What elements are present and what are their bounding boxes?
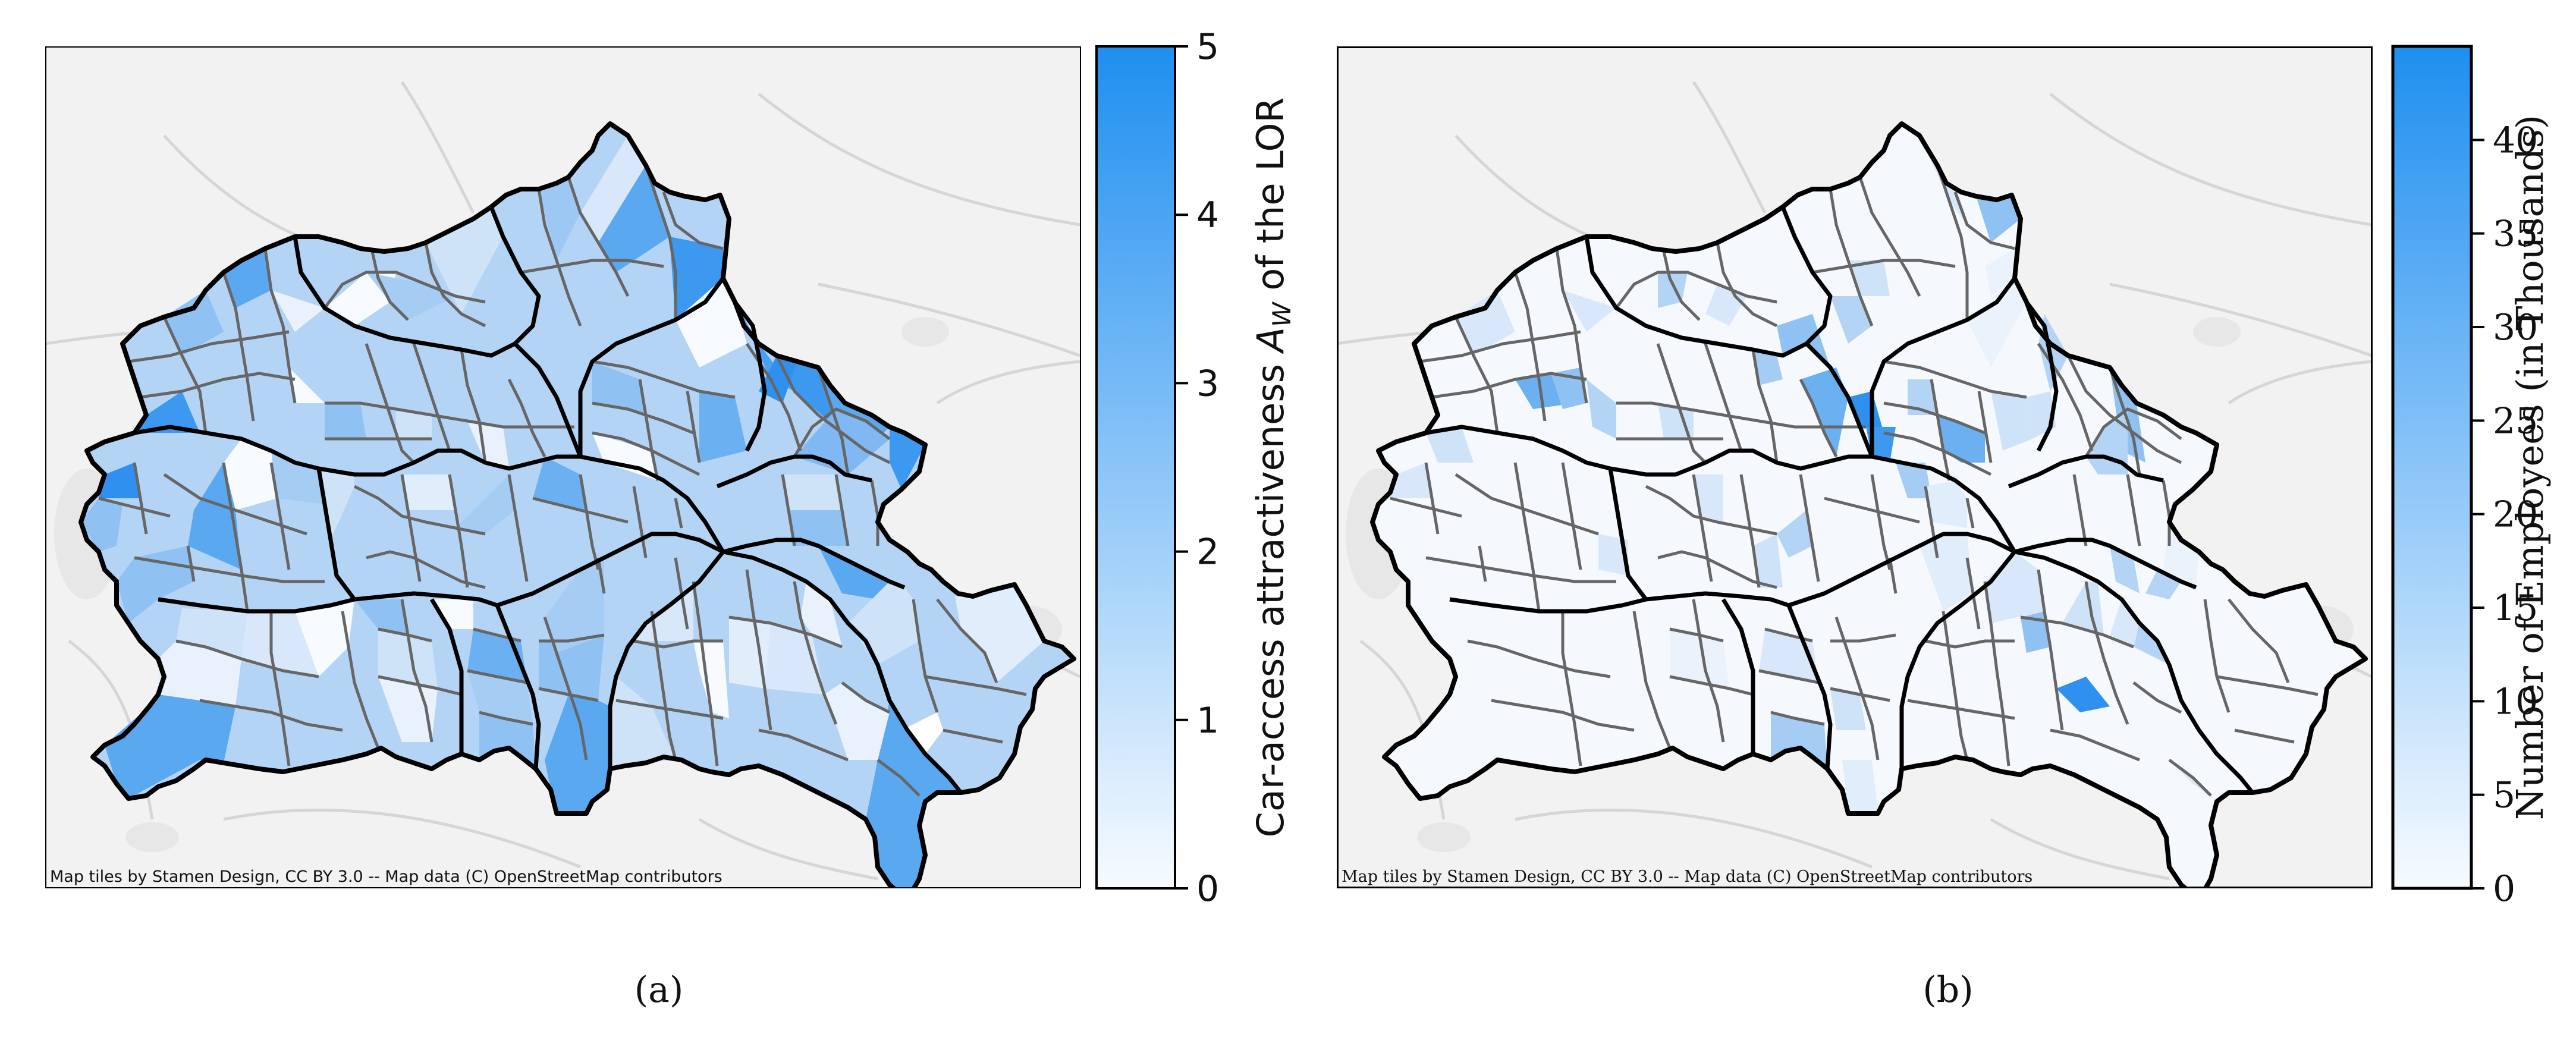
colorbar-tick-label: 10 [2493, 681, 2538, 722]
map-attribution-a: Map tiles by Stamen Design, CC BY 3.0 --… [50, 868, 722, 886]
colorbar-a-gradient [1095, 45, 1176, 890]
colorbar-tick-label: 20 [2493, 494, 2538, 536]
panel-b-map: Map tiles by Stamen Design, CC BY 3.0 --… [1337, 46, 2373, 888]
colorbar-tick-label: 5 [2493, 775, 2515, 816]
colorbar-a-ticks: 0 1 2 3 4 5 [1175, 26, 1219, 910]
colorbar-tick-label: 1 [1196, 700, 1219, 741]
colorbar-tick-label: 2 [1196, 532, 1219, 573]
colorbar-tick-label: 25 [2493, 400, 2538, 442]
colorbar-tick-label: 5 [1196, 26, 1219, 68]
colorbar-tick-label: 30 [2493, 307, 2538, 348]
colorbar-b-ticks: 0 5 10 15 20 25 30 35 40 [2471, 120, 2538, 910]
colorbar-b: 0 5 10 15 20 25 30 35 40 Number of Employees (in… [2391, 45, 2552, 910]
colorbar-tick-label: 35 [2493, 213, 2538, 255]
colorbar-b-label: Number of Employees (in Thousands) [2508, 115, 2552, 820]
lor-regions-a [81, 136, 1044, 888]
colorbar-tick-label: 3 [1196, 363, 1219, 404]
lor-regions-b [1390, 136, 2217, 813]
colorbar-tick-label: 0 [2493, 868, 2515, 910]
colorbar-b-gradient [2391, 45, 2473, 890]
map-frame-b: Map tiles by Stamen Design, CC BY 3.0 --… [1337, 46, 2373, 888]
map-attribution-b: Map tiles by Stamen Design, CC BY 3.0 --… [1342, 868, 2032, 886]
colorbar-a-label: Car-access attractiveness AW of the LOR [1249, 98, 1296, 838]
panel-b-caption: (b) [1922, 969, 1973, 1011]
map-frame-a: Map tiles by Stamen Design, CC BY 3.0 --… [45, 46, 1081, 888]
colorbar-tick-label: 40 [2493, 120, 2538, 161]
colorbar-tick-label: 15 [2493, 587, 2538, 629]
colorbar-tick-label: 0 [1196, 868, 1219, 910]
colorbar-a: 0 1 2 3 4 5 Car-access attractiveness AW of t… [1095, 26, 1296, 910]
panel-a-caption: (a) [634, 969, 684, 1011]
colorbar-tick-label: 4 [1196, 194, 1219, 236]
panel-a-map: Map tiles by Stamen Design, CC BY 3.0 --… [45, 46, 1081, 888]
